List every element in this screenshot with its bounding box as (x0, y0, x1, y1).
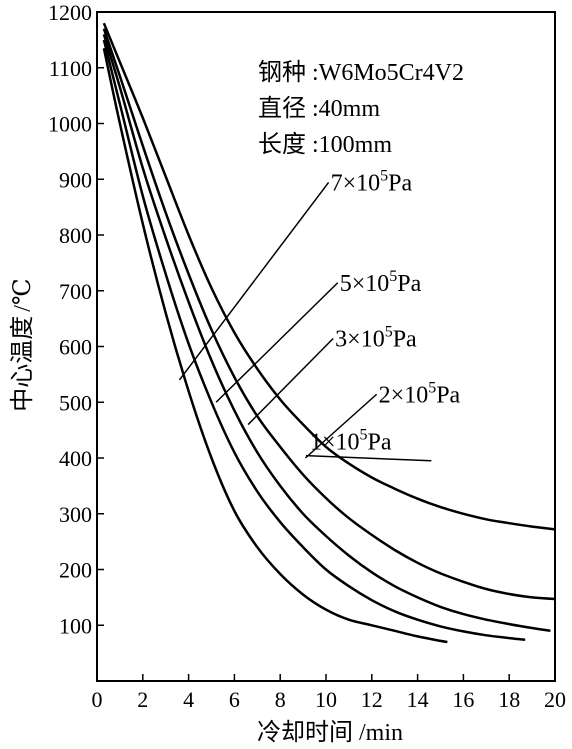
y-tick-label: 200 (59, 558, 92, 583)
series-leader-line (178, 181, 330, 381)
y-tick-label: 700 (59, 279, 92, 304)
series-line (102, 28, 556, 601)
y-tick-label: 400 (59, 446, 92, 471)
y-tick-label: 500 (59, 390, 92, 415)
y-tick-label: 600 (59, 335, 92, 360)
x-tick-label: 14 (407, 687, 429, 712)
x-axis-title: 冷却时间/min (257, 718, 403, 746)
y-tick-label: 300 (59, 502, 92, 527)
series-leader-line (305, 454, 432, 462)
y-axis-title: 中心温度/℃ (8, 278, 36, 412)
series-line (102, 33, 551, 633)
x-tick-label: 2 (137, 687, 148, 712)
info-line-1: 钢种 :W6Mo5Cr4V2 (258, 58, 464, 86)
series-label: 3×105Pa (335, 324, 417, 353)
y-tick-label: 900 (59, 167, 92, 192)
series-leader-line (247, 337, 334, 426)
x-tick-label: 18 (498, 687, 520, 712)
y-tick-label: 1000 (48, 112, 92, 137)
series-label: 2×105Pa (379, 379, 461, 408)
series-label: 7×105Pa (331, 167, 413, 196)
series-label: 5×105Pa (340, 268, 422, 297)
x-tick-label: 4 (183, 687, 194, 712)
series-leader-line (304, 393, 378, 459)
x-tick-label: 8 (275, 687, 286, 712)
y-tick-label: 1200 (48, 0, 92, 25)
series-line (102, 22, 556, 531)
info-line-2: 直径 :40mm (258, 94, 380, 122)
x-tick-label: 16 (452, 687, 474, 712)
series-label: 1×105Pa (310, 427, 392, 456)
x-tick-label: 20 (544, 687, 566, 712)
series-line (102, 47, 448, 644)
x-tick-label: 12 (361, 687, 383, 712)
x-tick-label: 6 (229, 687, 240, 712)
x-tick-label: 0 (92, 687, 103, 712)
y-tick-label: 800 (59, 223, 92, 248)
series-line (102, 39, 526, 641)
x-tick-label: 10 (315, 687, 337, 712)
info-line-3: 长度 :100mm (258, 130, 392, 158)
y-tick-label: 1100 (49, 56, 92, 81)
series-leader-line (215, 282, 339, 403)
y-tick-label: 100 (59, 613, 92, 638)
